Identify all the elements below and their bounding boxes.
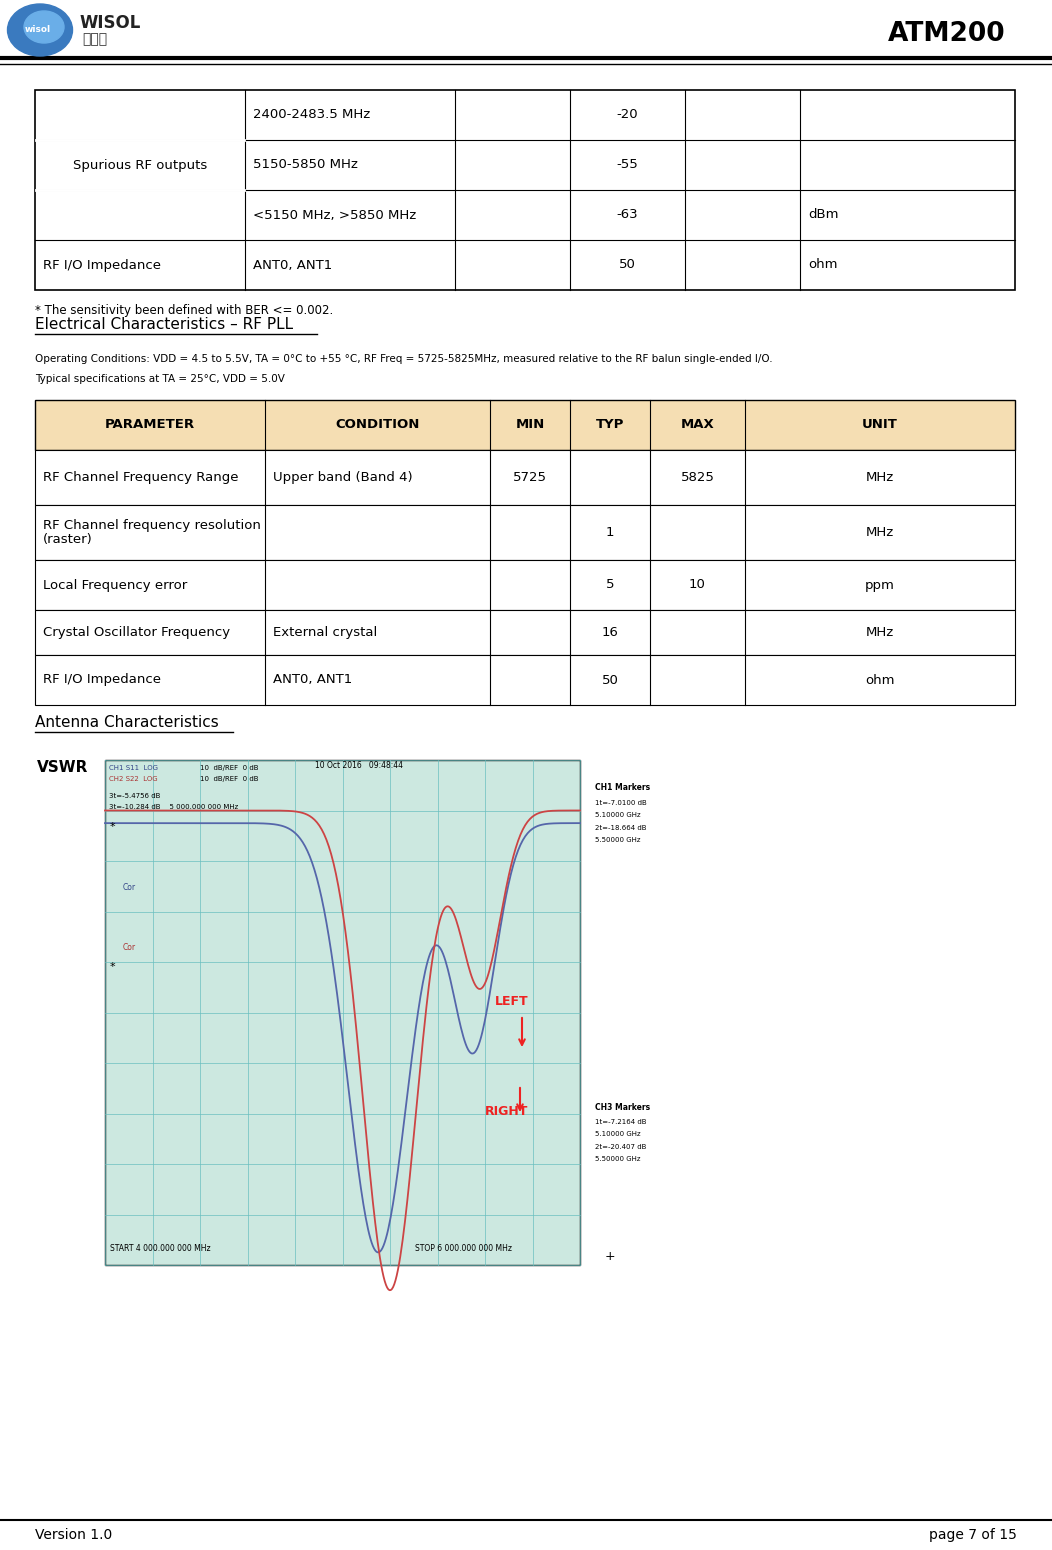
Text: Operating Conditions: VDD = 4.5 to 5.5V, TA = 0°C to +55 °C, RF Freq = 5725‑5825: Operating Conditions: VDD = 4.5 to 5.5V,… [35,353,772,364]
Text: CH3 Markers: CH3 Markers [595,1104,650,1111]
Text: WISOL: WISOL [80,14,141,33]
Text: 5725: 5725 [513,471,547,484]
Text: ohm: ohm [808,259,837,271]
Bar [35,90,1015,290]
Text: Local Frequency error: Local Frequency error [43,578,187,592]
Text: 1t=-7.2164 dB: 1t=-7.2164 dB [595,1119,647,1125]
Text: 5150-5850 MHz: 5150-5850 MHz [252,158,358,172]
Text: page 7 of 15: page 7 of 15 [929,1528,1017,1542]
Text: 5.50000 GHz: 5.50000 GHz [595,837,641,843]
Text: 2t=-18.664 dB: 2t=-18.664 dB [595,825,647,831]
Bar [105,760,580,1265]
Text: 1t=-7.0100 dB: 1t=-7.0100 dB [595,800,647,806]
Text: Upper band (Band 4): Upper band (Band 4) [274,471,412,484]
Bar [35,656,1015,705]
Text: 5825: 5825 [681,471,714,484]
Text: *: * [110,822,116,832]
Text: 5.50000 GHz: 5.50000 GHz [595,1156,641,1162]
Text: CH1 S11  LOG: CH1 S11 LOG [109,766,158,770]
Text: 16: 16 [602,626,619,639]
Text: 50: 50 [619,259,636,271]
Text: 3t=-5.4756 dB: 3t=-5.4756 dB [109,794,160,798]
Text: STOP 6 000.000 000 MHz: STOP 6 000.000 000 MHz [414,1245,512,1252]
Text: 5.10000 GHz: 5.10000 GHz [595,1132,641,1138]
Ellipse shape [24,11,64,43]
Text: Electrical Characteristics – RF PLL: Electrical Characteristics – RF PLL [35,318,294,332]
Bar [35,449,1015,505]
Ellipse shape [7,5,73,56]
Text: 와이솔: 와이솔 [82,33,107,46]
Text: 3t=-10.284 dB    5 000.000 000 MHz: 3t=-10.284 dB 5 000.000 000 MHz [109,804,238,811]
Text: MHz: MHz [866,471,894,484]
Text: 5.10000 GHz: 5.10000 GHz [595,812,641,818]
Text: MHz: MHz [866,525,894,539]
Text: dBm: dBm [808,209,838,222]
Text: CH2 S22  LOG: CH2 S22 LOG [109,777,158,783]
Bar [35,400,1015,450]
Text: Spurious RF outputs: Spurious RF outputs [73,158,207,172]
Text: 10 Oct 2016   09:48:44: 10 Oct 2016 09:48:44 [315,761,403,770]
Text: 2400-2483.5 MHz: 2400-2483.5 MHz [252,109,370,121]
Text: ohm: ohm [865,674,895,687]
Text: ppm: ppm [865,578,895,592]
Text: RIGHT: RIGHT [485,1105,528,1118]
Text: 10  dB/REF  0 dB: 10 dB/REF 0 dB [200,777,259,783]
Text: UNIT: UNIT [862,418,898,431]
Text: ANT0, ANT1: ANT0, ANT1 [274,674,352,687]
Text: Cor: Cor [123,883,136,891]
Text: 10: 10 [689,578,706,592]
Text: 5: 5 [606,578,614,592]
Bar [35,611,1015,656]
Text: 1: 1 [606,525,614,539]
Text: LEFT: LEFT [495,995,528,1008]
Text: * The sensitivity been defined with BER <= 0.002.: * The sensitivity been defined with BER … [35,304,333,318]
Text: *: * [110,963,116,972]
Text: MAX: MAX [681,418,714,431]
Text: -20: -20 [616,109,639,121]
Text: CONDITION: CONDITION [336,418,420,431]
Text: RF I/O Impedance: RF I/O Impedance [43,674,161,687]
Text: Version 1.0: Version 1.0 [35,1528,113,1542]
Text: RF I/O Impedance: RF I/O Impedance [43,259,161,271]
Text: VSWR: VSWR [37,760,88,775]
Text: START 4 000.000 000 MHz: START 4 000.000 000 MHz [110,1245,210,1252]
Bar [35,560,1015,611]
Text: -63: -63 [616,209,639,222]
Text: PARAMETER: PARAMETER [105,418,195,431]
Text: CH1 Markers: CH1 Markers [595,783,650,792]
Text: 2t=-20.407 dB: 2t=-20.407 dB [595,1144,646,1150]
Text: Typical specifications at TA = 25°C, VDD = 5.0V: Typical specifications at TA = 25°C, VDD… [35,374,285,384]
Text: 50: 50 [602,674,619,687]
Text: <5150 MHz, >5850 MHz: <5150 MHz, >5850 MHz [252,209,417,222]
Text: -55: -55 [616,158,639,172]
Text: ATM200: ATM200 [888,22,1005,46]
Text: wisol: wisol [25,25,52,34]
Text: External crystal: External crystal [274,626,378,639]
Text: +: + [605,1249,615,1263]
Text: MHz: MHz [866,626,894,639]
Text: 10  dB/REF  0 dB: 10 dB/REF 0 dB [200,766,259,770]
Text: RF Channel Frequency Range: RF Channel Frequency Range [43,471,239,484]
Text: TYP: TYP [595,418,624,431]
Text: ANT0, ANT1: ANT0, ANT1 [252,259,332,271]
Text: MIN: MIN [515,418,545,431]
Text: Cor: Cor [123,942,136,952]
Text: Crystal Oscillator Frequency: Crystal Oscillator Frequency [43,626,230,639]
Text: Antenna Characteristics: Antenna Characteristics [35,715,219,730]
Bar [35,505,1015,560]
Text: RF Channel frequency resolution
(raster): RF Channel frequency resolution (raster) [43,519,261,547]
